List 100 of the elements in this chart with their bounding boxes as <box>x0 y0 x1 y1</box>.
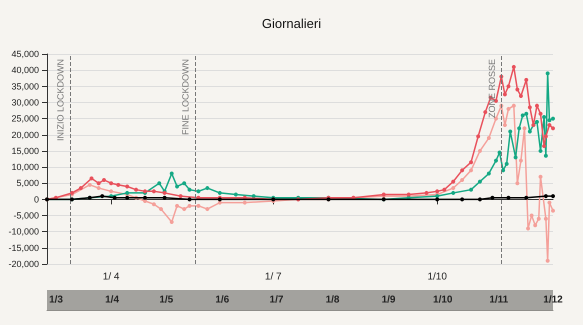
point <box>196 204 200 208</box>
point <box>152 189 156 194</box>
point <box>518 94 523 98</box>
point <box>478 180 482 184</box>
point <box>218 190 222 195</box>
point <box>242 200 247 205</box>
point <box>435 197 440 202</box>
point <box>460 197 464 202</box>
point <box>152 202 156 206</box>
point <box>435 189 440 194</box>
point <box>498 150 502 155</box>
point <box>142 199 147 203</box>
point <box>506 106 510 111</box>
point <box>502 92 507 96</box>
point <box>508 130 512 134</box>
x2-tick-label: 1/5 <box>159 294 174 306</box>
point <box>544 154 548 158</box>
y-tick-label: 20,000 <box>11 130 39 140</box>
point <box>109 189 114 194</box>
point <box>536 216 541 221</box>
y-tick-label: 25,000 <box>11 114 39 124</box>
y-tick-label: 45,000 <box>11 49 39 59</box>
y-tick-label: -20,000 <box>8 259 39 269</box>
point <box>102 178 106 182</box>
point <box>524 196 528 200</box>
point <box>478 197 482 202</box>
point <box>494 158 498 163</box>
chart-title: Giornalieri <box>262 16 322 31</box>
y-tick-label: 35,000 <box>11 81 39 92</box>
x2-tick-label: 1/9 <box>382 294 396 306</box>
point <box>116 182 120 187</box>
point <box>526 226 530 230</box>
point <box>528 105 532 110</box>
point <box>547 200 552 205</box>
point <box>544 216 548 221</box>
y-tick-label: 0 <box>34 194 39 204</box>
point <box>188 197 192 202</box>
ref-line-label: ZONE ROSSE <box>486 59 497 118</box>
x2-tick-label: 1/12 <box>543 294 564 306</box>
x-tick-label: 1/ 4 <box>102 272 120 282</box>
point <box>546 71 550 76</box>
point <box>142 196 147 200</box>
point <box>515 88 520 92</box>
point <box>96 186 101 190</box>
point <box>90 176 94 180</box>
point <box>533 223 538 228</box>
point <box>544 194 548 198</box>
point <box>451 190 456 195</box>
y-tick-label: 5,000 <box>16 178 39 188</box>
y-tick-label: 40,000 <box>11 65 39 76</box>
point <box>502 123 507 128</box>
point <box>547 118 552 122</box>
point <box>469 188 474 192</box>
point <box>534 120 539 124</box>
x2-tick-label: 1/6 <box>215 294 230 306</box>
point <box>506 196 510 200</box>
point <box>490 196 494 200</box>
y-tick-label: 10,000 <box>11 162 39 172</box>
y-tick-label: -10,000 <box>8 226 39 237</box>
x-tick-label: 1/10 <box>427 272 448 282</box>
point <box>188 188 192 192</box>
point <box>182 181 186 186</box>
point <box>162 196 167 200</box>
point <box>518 158 523 163</box>
x2-tick-label: 1/8 <box>326 294 340 306</box>
point <box>486 172 491 176</box>
point <box>460 168 464 172</box>
point <box>469 168 474 172</box>
point <box>188 204 192 208</box>
point <box>538 174 543 179</box>
point <box>538 112 543 116</box>
point <box>522 126 526 130</box>
ref-line-label: FINE LOCKDOWN <box>180 59 190 136</box>
point <box>534 104 539 108</box>
point <box>159 207 164 212</box>
point <box>182 207 186 212</box>
point <box>542 115 546 119</box>
point <box>515 181 520 186</box>
point <box>478 148 482 153</box>
point <box>546 258 550 263</box>
point <box>547 123 552 128</box>
point <box>483 110 488 114</box>
point <box>551 194 555 198</box>
point <box>551 116 555 121</box>
point <box>442 188 446 192</box>
x2-tick-label: 1/3 <box>49 294 64 306</box>
point <box>544 134 548 138</box>
point <box>112 196 117 200</box>
point <box>460 178 464 182</box>
point <box>506 84 510 88</box>
point <box>125 196 130 200</box>
point <box>551 208 555 213</box>
point <box>517 126 522 130</box>
point <box>551 126 555 130</box>
x2-tick-label: 1/7 <box>270 294 284 306</box>
point <box>469 160 474 164</box>
y-tick-label: -5,000 <box>13 210 39 221</box>
point <box>524 78 528 82</box>
y-tick-label: 30,000 <box>11 97 39 108</box>
y-tick-label: -15,000 <box>8 242 39 253</box>
